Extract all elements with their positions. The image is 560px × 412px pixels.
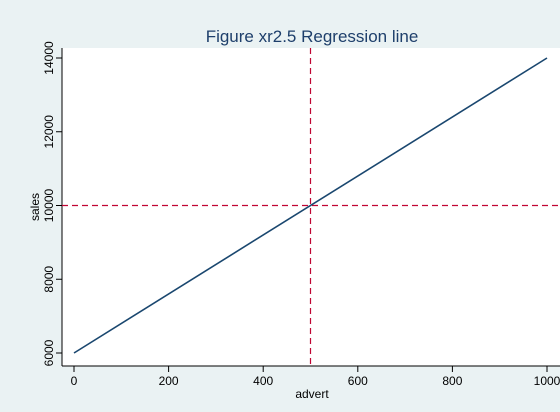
chart-title: Figure xr2.5 Regression line [206,27,419,46]
reference-lines [62,48,560,366]
x-tick-label: 400 [253,374,273,388]
y-tick-label: 12000 [42,115,56,149]
x-tick-label: 200 [159,374,179,388]
y-tick-label: 6000 [42,339,56,366]
x-axis-label: advert [295,387,329,401]
y-axis-label: sales [28,193,42,221]
x-tick-label: 0 [71,374,78,388]
series-group [73,57,548,354]
x-tick-label: 600 [348,374,368,388]
y-tick-label: 8000 [42,266,56,293]
x-tick-label: 1000 [534,374,560,388]
y-tick-label: 14000 [42,41,56,75]
y-axis-ticks: 6000 8000 10000 12000 14000 [42,41,62,366]
x-axis-ticks: 0 200 400 600 800 1000 [71,366,560,388]
regression-line [73,57,548,354]
x-tick-label: 800 [442,374,462,388]
y-tick-label: 10000 [42,188,56,222]
